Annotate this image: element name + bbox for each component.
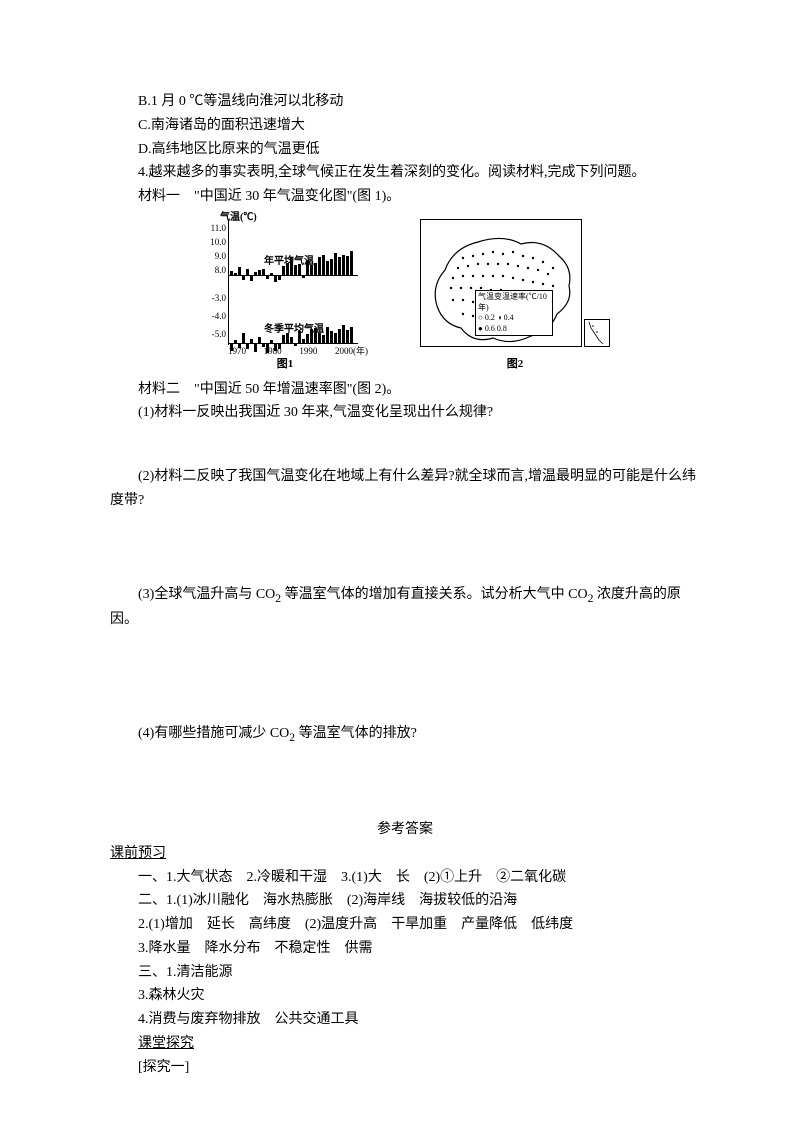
chart1-xlabels: 1970 1980 1990 2000(年) bbox=[228, 344, 368, 359]
document-page: B.1 月 0 ℃等温线向淮河以北移动 C.南海诸岛的面积迅速增大 D.高纬地区… bbox=[0, 0, 800, 1140]
figure-2: 气温变温速率(℃/10年) ○ 0.2 ◑ 0.4 ● 0.6 0.8 bbox=[420, 213, 610, 374]
option-b: B.1 月 0 ℃等温线向淮河以北移动 bbox=[110, 90, 700, 114]
answer-line: 4.消费与废弃物排放 公共交通工具 bbox=[110, 1008, 700, 1032]
answer-line: 2.(1)增加 延长 高纬度 (2)温度升高 干旱加重 产量降低 低纬度 bbox=[110, 913, 700, 937]
map-wrap: 气温变温速率(℃/10年) ○ 0.2 ◑ 0.4 ● 0.6 0.8 bbox=[420, 213, 610, 353]
answer-line: 三、1.清洁能源 bbox=[110, 961, 700, 985]
chart1-ytick: 8.0 bbox=[200, 263, 226, 278]
q4-sub4: (4)有哪些措施可减少 CO2 等温室气体的排放? bbox=[110, 722, 700, 748]
chart1-label-bot: 冬季平均气温 bbox=[264, 321, 324, 338]
q4-material-1: 材料一 "中国近 30 年气温变化图"(图 1)。 bbox=[110, 185, 700, 209]
figure-row: 气温(℃) 11.0 10.0 9.0 8.0 -3.0 -4.0 -5.0 年… bbox=[110, 213, 700, 374]
q4-material-2: 材料二 "中国近 50 年增温速率图"(图 2)。 bbox=[110, 378, 700, 402]
answer-line: 3.降水量 降水分布 不稳定性 供需 bbox=[110, 937, 700, 961]
option-d: D.高纬地区比原来的气温更低 bbox=[110, 138, 700, 162]
preview-label: 课前预习 bbox=[110, 842, 700, 866]
chart1-ytick: 11.0 bbox=[200, 221, 226, 236]
chart1-label-top: 年平均气温 bbox=[264, 253, 314, 270]
map-legend: 气温变温速率(℃/10年) ○ 0.2 ◑ 0.4 ● 0.6 0.8 bbox=[475, 290, 553, 336]
chart-1: 气温(℃) 11.0 10.0 9.0 8.0 -3.0 -4.0 -5.0 年… bbox=[200, 213, 370, 353]
explore-label: 课堂探究 bbox=[110, 1032, 700, 1056]
q4-sub3: (3)全球气温升高与 CO2 等温室气体的增加有直接关系。试分析大气中 CO2 … bbox=[110, 583, 700, 632]
figure-2-caption: 图2 bbox=[507, 355, 524, 374]
figure-1: 气温(℃) 11.0 10.0 9.0 8.0 -3.0 -4.0 -5.0 年… bbox=[200, 213, 370, 374]
chart1-ytick: -4.0 bbox=[200, 309, 226, 324]
legend-title: 气温变温速率(℃/10年) bbox=[478, 292, 550, 313]
answer-line: 二、1.(1)冰川融化 海水热膨胀 (2)海岸线 海拔较低的沿海 bbox=[110, 889, 700, 913]
q4-stem: 4.越来越多的事实表明,全球气候正在发生着深刻的变化。阅读材料,完成下列问题。 bbox=[110, 161, 700, 185]
q4-sub2: (2)材料二反映了我国气温变化在地域上有什么差异?就全球而言,增温最明显的可能是… bbox=[110, 465, 700, 513]
explore-sub: [探究一] bbox=[110, 1056, 700, 1080]
option-c: C.南海诸岛的面积迅速增大 bbox=[110, 114, 700, 138]
chart1-ytick: 10.0 bbox=[200, 235, 226, 250]
answers-title: 参考答案 bbox=[110, 818, 700, 842]
chart1-ytick: -3.0 bbox=[200, 291, 226, 306]
answer-line: 一、1.大气状态 2.冷暖和干湿 3.(1)大 长 (2)①上升 ②二氧化碳 bbox=[110, 866, 700, 890]
q4-sub1: (1)材料一反映出我国近 30 年来,气温变化呈现出什么规律? bbox=[110, 401, 700, 425]
answer-line: 3.森林火灾 bbox=[110, 984, 700, 1008]
map-inset bbox=[584, 319, 610, 347]
inset-icon bbox=[585, 320, 609, 346]
chart1-ytick: -5.0 bbox=[200, 327, 226, 342]
chart1-ytick: 9.0 bbox=[200, 249, 226, 264]
